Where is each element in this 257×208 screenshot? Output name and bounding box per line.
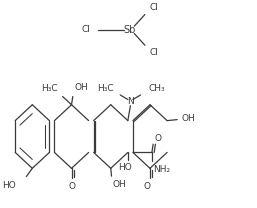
Text: O: O xyxy=(154,134,161,143)
Text: Cl: Cl xyxy=(149,3,158,12)
Text: Sb: Sb xyxy=(124,25,136,35)
Text: HO: HO xyxy=(2,181,16,190)
Text: Cl: Cl xyxy=(81,25,90,34)
Text: OH: OH xyxy=(181,114,195,123)
Text: CH₃: CH₃ xyxy=(148,84,165,93)
Text: O: O xyxy=(68,182,75,191)
Text: OH: OH xyxy=(112,180,126,189)
Text: HO: HO xyxy=(118,163,132,172)
Text: NH₂: NH₂ xyxy=(153,165,170,174)
Text: O: O xyxy=(144,182,151,191)
Text: OH: OH xyxy=(74,83,88,92)
Text: H₃C: H₃C xyxy=(41,84,58,93)
Text: N: N xyxy=(127,97,134,106)
Text: H₃C: H₃C xyxy=(97,84,114,93)
Text: Cl: Cl xyxy=(149,48,158,57)
